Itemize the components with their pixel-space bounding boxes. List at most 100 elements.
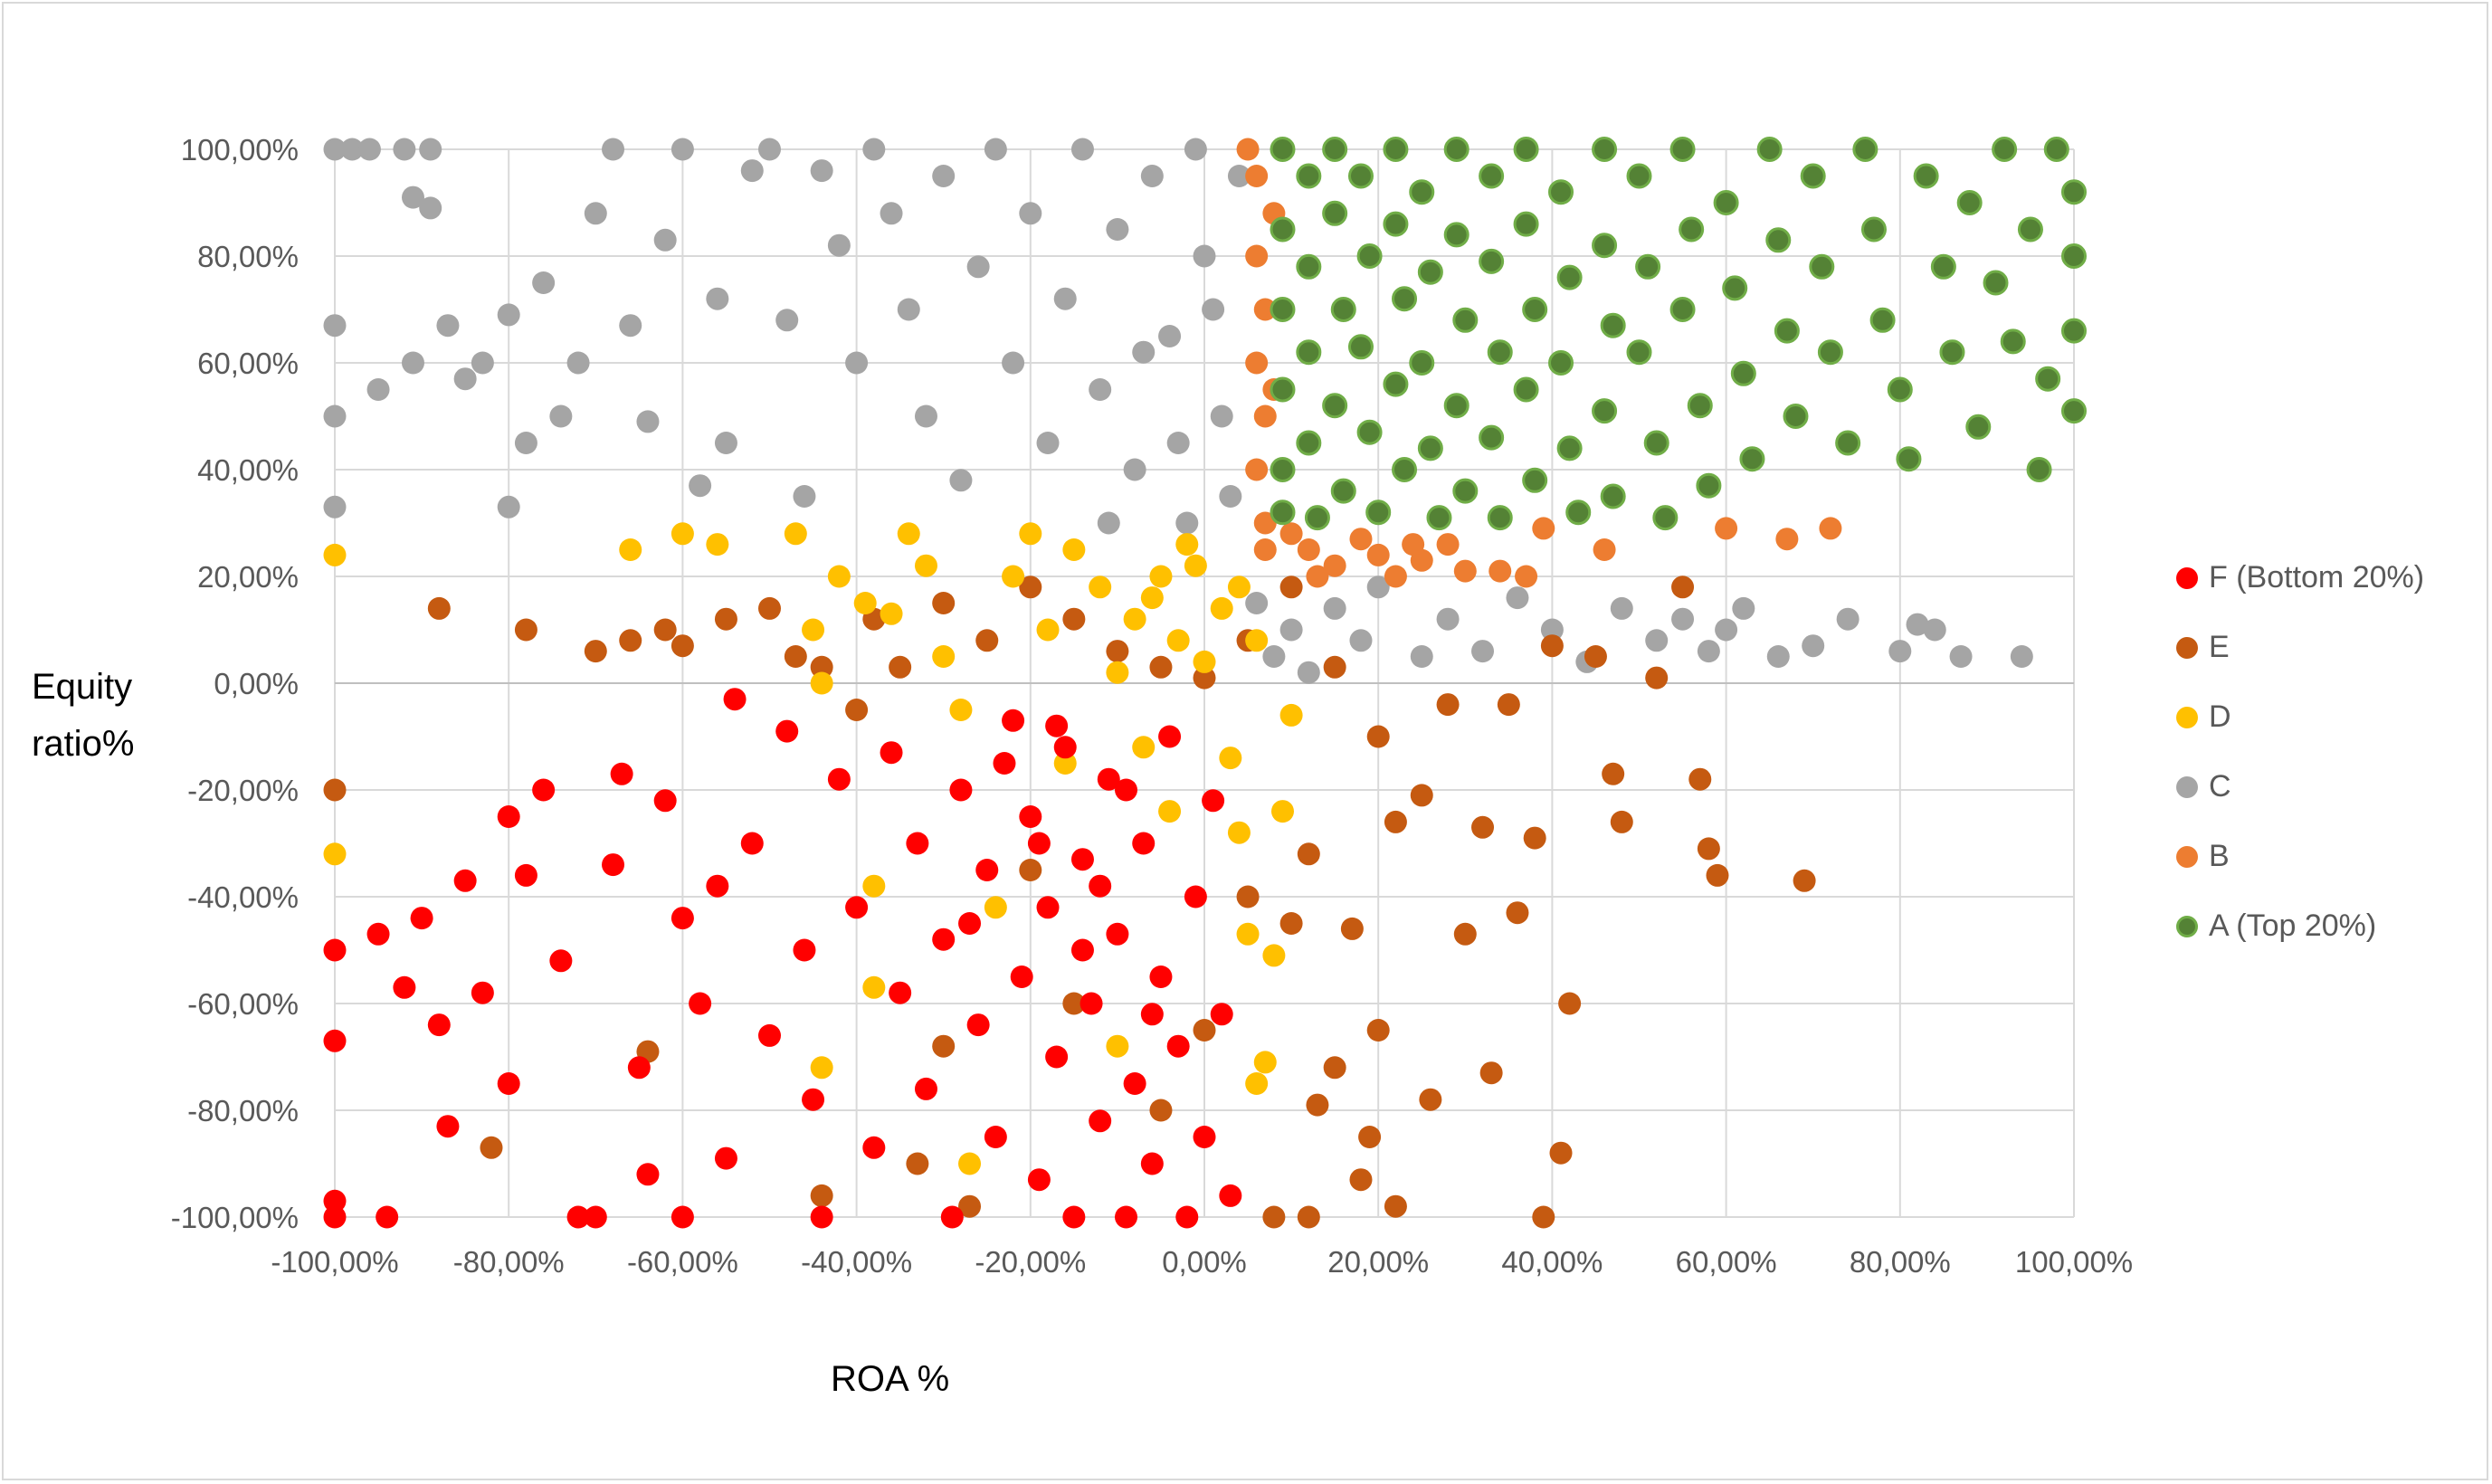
data-point xyxy=(427,596,451,620)
data-point xyxy=(1923,618,1946,642)
data-point xyxy=(1452,478,1479,504)
data-point xyxy=(1158,325,1182,347)
data-point xyxy=(758,1023,781,1047)
data-point xyxy=(401,186,424,209)
data-point xyxy=(714,1146,737,1170)
data-point xyxy=(932,1034,956,1058)
data-point xyxy=(323,138,347,161)
data-point xyxy=(1697,837,1720,861)
data-point xyxy=(993,752,1016,775)
data-point xyxy=(1106,218,1129,241)
x-tick-label: -100,00% xyxy=(271,1245,398,1279)
data-point xyxy=(436,1115,460,1138)
data-point xyxy=(602,138,625,161)
data-point xyxy=(758,138,781,161)
data-point xyxy=(1210,1003,1233,1026)
data-point xyxy=(958,1152,982,1175)
data-point xyxy=(566,351,590,375)
x-axis-label: ROA % xyxy=(831,1359,950,1399)
series-e xyxy=(323,576,1816,1229)
data-point xyxy=(1070,848,1094,871)
y-tick-label: 80,00% xyxy=(197,240,299,273)
data-point xyxy=(453,367,477,391)
data-point xyxy=(1227,576,1251,599)
data-point xyxy=(480,1136,503,1159)
data-point xyxy=(1540,618,1564,642)
data-point xyxy=(497,495,520,518)
data-point xyxy=(1053,736,1077,759)
data-point xyxy=(419,138,442,161)
data-point xyxy=(740,159,764,183)
data-point xyxy=(1671,576,1695,599)
data-point xyxy=(1992,137,2018,162)
data-point xyxy=(1819,517,1842,540)
data-point xyxy=(810,159,833,183)
y-tick-label: 0,00% xyxy=(214,667,299,700)
data-point xyxy=(1365,499,1392,526)
data-point xyxy=(1436,533,1460,556)
data-point xyxy=(1565,499,1592,526)
data-point xyxy=(1089,1109,1112,1133)
data-point xyxy=(1443,393,1470,419)
data-point xyxy=(1123,458,1146,481)
data-point xyxy=(1036,896,1060,919)
data-point xyxy=(340,138,364,161)
data-point xyxy=(1384,810,1407,833)
data-point xyxy=(1366,725,1390,748)
data-point xyxy=(932,645,956,668)
data-point xyxy=(845,896,869,919)
data-point xyxy=(932,928,956,951)
data-point xyxy=(1340,917,1364,940)
data-point xyxy=(1635,253,1661,280)
data-point xyxy=(671,907,694,930)
data-point xyxy=(1027,832,1051,855)
data-point xyxy=(1409,179,1435,205)
data-point xyxy=(1227,821,1251,844)
y-axis-label-line-1: Equity xyxy=(32,667,133,707)
data-point xyxy=(689,992,712,1015)
data-point xyxy=(653,789,677,813)
data-point xyxy=(1002,709,1025,732)
data-point xyxy=(1045,714,1069,737)
data-point xyxy=(1089,378,1112,401)
data-point xyxy=(1366,543,1390,566)
data-point xyxy=(1817,339,1843,366)
data-point xyxy=(880,202,903,225)
data-point xyxy=(906,1152,929,1175)
data-point xyxy=(1592,137,1618,162)
data-point xyxy=(1687,393,1713,419)
data-point xyxy=(827,767,851,791)
data-point xyxy=(1019,859,1042,881)
data-point xyxy=(1019,202,1042,225)
data-point xyxy=(1132,340,1156,364)
data-point xyxy=(1262,944,1286,967)
data-point xyxy=(1506,901,1529,925)
data-point xyxy=(880,741,903,765)
data-point xyxy=(1688,767,1712,791)
data-point xyxy=(1453,922,1477,946)
data-point xyxy=(1322,137,1348,162)
data-point xyxy=(723,688,747,711)
data-point xyxy=(1443,137,1470,162)
data-point xyxy=(1193,650,1216,673)
y-axis-label-line-2: ratio% xyxy=(32,724,135,764)
data-point xyxy=(1487,505,1513,531)
data-point xyxy=(1270,137,1296,162)
data-point xyxy=(1053,752,1077,775)
data-point xyxy=(1949,645,1973,668)
data-point xyxy=(1296,430,1322,456)
data-point xyxy=(1809,253,1835,280)
data-point xyxy=(1887,376,1913,403)
data-point xyxy=(1713,190,1739,215)
data-point xyxy=(323,1029,347,1052)
y-tick-label: -80,00% xyxy=(187,1094,299,1127)
data-point xyxy=(1383,211,1409,237)
data-point xyxy=(1019,522,1042,546)
data-point xyxy=(1626,163,1652,189)
data-point xyxy=(1106,640,1129,663)
data-point xyxy=(1592,233,1618,259)
data-point xyxy=(584,640,607,663)
data-point xyxy=(1193,244,1216,268)
data-point xyxy=(1019,576,1042,599)
data-point xyxy=(889,981,912,1004)
